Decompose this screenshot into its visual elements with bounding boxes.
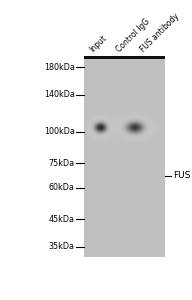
Bar <box>84 56 165 59</box>
Text: 75kDa: 75kDa <box>48 159 75 168</box>
Text: Control IgG: Control IgG <box>114 17 151 55</box>
Text: FUS antibody: FUS antibody <box>139 12 181 55</box>
Text: 60kDa: 60kDa <box>49 183 75 192</box>
Text: 180kDa: 180kDa <box>44 63 75 72</box>
Text: 45kDa: 45kDa <box>49 215 75 224</box>
Text: 140kDa: 140kDa <box>44 90 75 99</box>
Text: 100kDa: 100kDa <box>44 127 75 136</box>
Text: 35kDa: 35kDa <box>49 242 75 251</box>
Bar <box>84 56 165 256</box>
Text: Input: Input <box>88 34 109 55</box>
Text: FUS: FUS <box>173 171 190 180</box>
